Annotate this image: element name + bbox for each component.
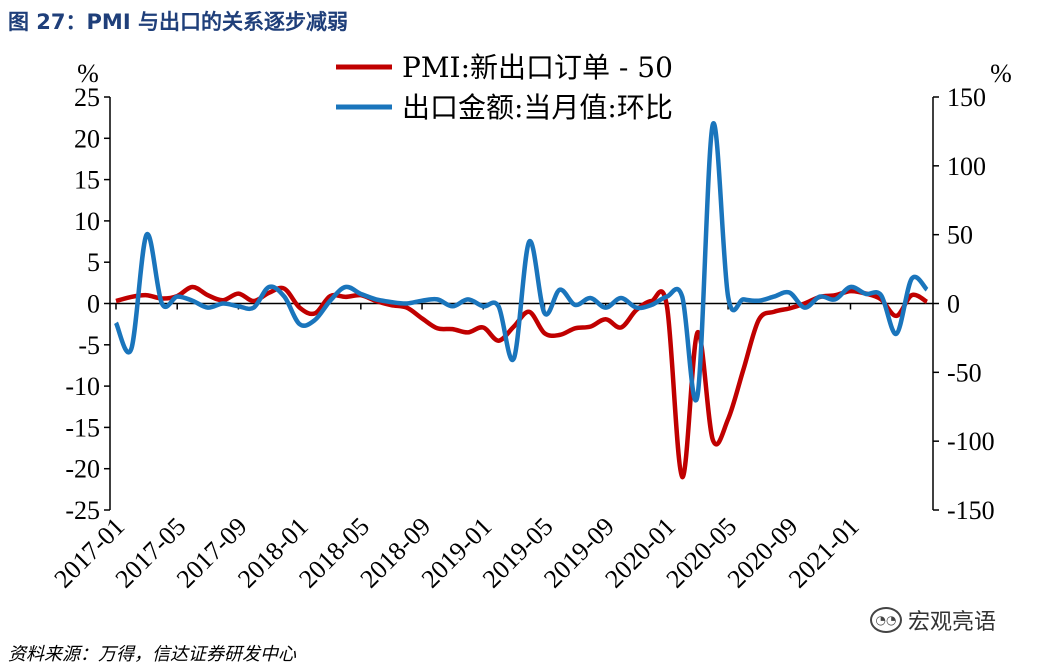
left-axis-unit: % [77,59,99,88]
left-tick-label: 25 [74,83,100,112]
series-line-pmi-export-orders [115,284,929,480]
source-note: 资料来源：万得，信达证券研发中心 [8,644,296,665]
right-axis-unit: % [990,59,1012,88]
right-tick-label: -100 [947,427,995,456]
left-tick-label: 5 [87,248,100,277]
series-line-export-mom [113,121,929,403]
watermark-text: 宏观亮语 [908,610,997,635]
x-axis-ticks: 2017-012017-052017-092018-012018-052018-… [48,303,865,594]
left-tick-label: -10 [65,372,100,401]
right-tick-label: 100 [947,152,986,181]
chat-bubble-icon: ◔◔ [870,607,902,633]
chart-axes: %% [77,59,1012,510]
left-tick-label: 10 [74,207,100,236]
series-lines [113,121,929,480]
right-tick-label: -50 [947,358,982,387]
left-tick-label: -15 [65,413,100,442]
right-tick-label: 150 [947,83,986,112]
right-axis-ticks: 150 100 50 0 -50 -100 -150 [933,83,995,525]
left-tick-label: 20 [74,124,100,153]
right-tick-label: 50 [947,221,973,250]
right-tick-label: 0 [947,290,960,319]
left-axis-ticks: 25 20 15 10 5 0 -5 -10 -15 -20 -25 [65,83,110,525]
chart-title: 图 27：PMI 与出口的关系逐步减弱 [8,10,348,34]
left-tick-label: 15 [74,166,100,195]
left-tick-label: -25 [65,496,100,525]
chart-legend: PMI:新出口订单 - 50 出口金额:当月值:环比 [336,51,673,124]
left-tick-label: -20 [65,455,100,484]
legend-label-pmi: PMI:新出口订单 - 50 [402,51,673,84]
right-tick-label: -150 [947,496,995,525]
legend-label-export: 出口金额:当月值:环比 [402,91,673,124]
left-tick-label: 0 [87,290,100,319]
left-tick-label: -5 [78,331,100,360]
watermark: ◔◔ 宏观亮语 [870,604,996,636]
